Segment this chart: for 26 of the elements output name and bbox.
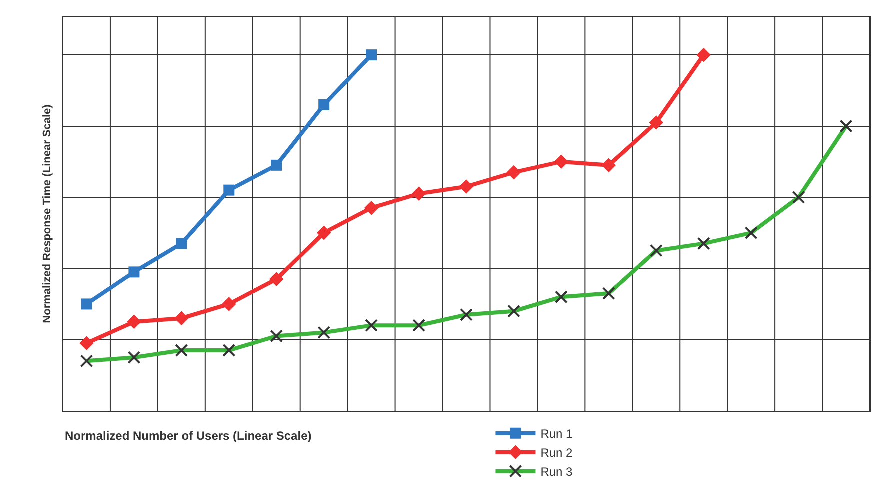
y-axis-title: Normalized Response Time (Linear Scale) [42, 104, 54, 324]
legend-label: Run 2 [540, 446, 574, 460]
legend-label: Run 1 [540, 427, 574, 442]
point [176, 238, 188, 250]
point [224, 184, 235, 196]
point [271, 160, 282, 171]
point [318, 99, 330, 110]
x-axis-title: Normalized Number of Users (Linear Scale) [65, 429, 312, 443]
point [696, 48, 711, 62]
point [80, 336, 94, 351]
point [554, 154, 569, 170]
point [174, 311, 189, 326]
point [649, 116, 664, 130]
point [506, 165, 522, 180]
point [269, 272, 284, 286]
point [366, 50, 378, 61]
point [459, 180, 474, 194]
point [127, 314, 142, 330]
point [364, 200, 379, 216]
point [316, 226, 332, 240]
point [128, 266, 140, 278]
point [81, 298, 92, 310]
point [222, 297, 236, 312]
point [602, 158, 616, 173]
point [412, 186, 426, 202]
legend-label: Run 3 [540, 465, 574, 480]
